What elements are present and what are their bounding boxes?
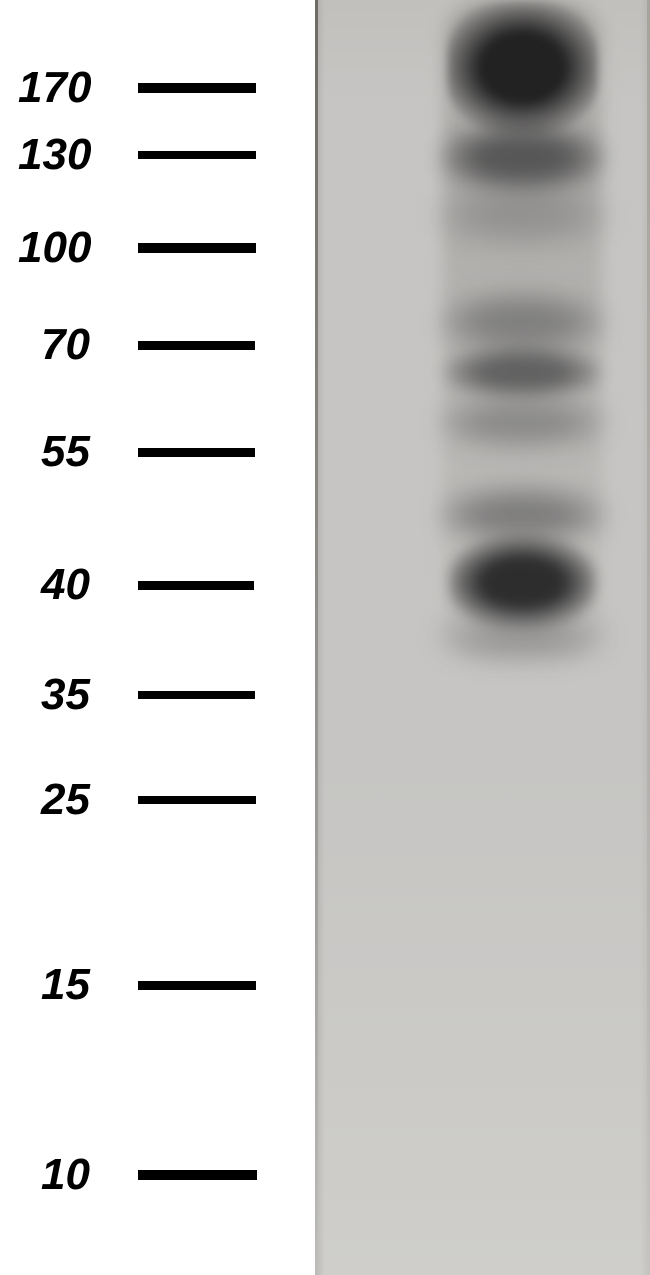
marker-row: 10 (18, 1150, 257, 1200)
band (437, 615, 608, 660)
marker-tick (138, 151, 256, 159)
marker-tick (138, 83, 256, 93)
marker-label: 100 (18, 223, 108, 273)
marker-row: 70 (18, 320, 255, 370)
marker-label: 55 (18, 427, 108, 477)
blot-container: 170 130 100 70 55 40 35 25 15 10 (0, 0, 650, 1275)
marker-tick (138, 1170, 257, 1180)
marker-tick (138, 796, 256, 804)
marker-row: 170 (18, 63, 256, 113)
marker-label: 10 (18, 1150, 108, 1200)
marker-row: 15 (18, 960, 256, 1010)
marker-label: 35 (18, 670, 108, 720)
band (437, 185, 608, 245)
marker-label: 170 (18, 63, 108, 113)
marker-row: 35 (18, 670, 255, 720)
marker-row: 55 (18, 427, 255, 477)
marker-label: 15 (18, 960, 108, 1010)
marker-label: 40 (18, 560, 108, 610)
bands-group (315, 0, 650, 1275)
marker-tick (138, 981, 256, 990)
marker-tick (138, 243, 256, 253)
marker-row: 130 (18, 130, 256, 180)
marker-label: 25 (18, 775, 108, 825)
band (447, 0, 598, 135)
marker-tick (138, 581, 254, 590)
marker-row: 25 (18, 775, 256, 825)
marker-label: 130 (18, 130, 108, 180)
band (441, 120, 604, 195)
band (439, 395, 606, 450)
lane-area (315, 0, 650, 1275)
marker-tick (138, 341, 255, 350)
marker-row: 100 (18, 223, 256, 273)
marker-tick (138, 691, 255, 699)
marker-label: 70 (18, 320, 108, 370)
band (445, 345, 600, 400)
marker-tick (138, 448, 255, 457)
marker-row: 40 (18, 560, 254, 610)
